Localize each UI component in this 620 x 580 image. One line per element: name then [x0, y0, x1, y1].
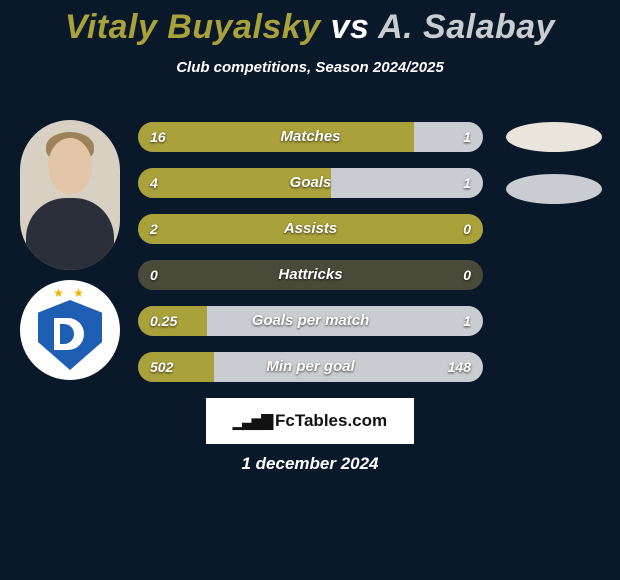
stat-row: Goals per match0.25 1 [138, 306, 483, 336]
stat-value-p2: 148 [448, 352, 471, 382]
chart-icon: ▁▃▅▇ [233, 412, 271, 430]
title-player1: Vitaly Buyalsky [65, 8, 321, 46]
title-player2: A. Salabay [378, 8, 555, 46]
footer-date: 1 december 2024 [0, 454, 620, 474]
stat-row: Goals4 1 [138, 168, 483, 198]
player1-photo [20, 120, 120, 270]
stat-value-p2: 0 [463, 214, 471, 244]
stat-value-p1: 4 [150, 168, 158, 198]
stat-value-p2: 1 [463, 122, 471, 152]
stat-value-p2: 1 [463, 168, 471, 198]
title-vs: vs [331, 8, 370, 46]
stat-value-p1: 502 [150, 352, 173, 382]
player2-club-placeholder [506, 174, 602, 204]
stat-label: Goals [138, 168, 483, 198]
stat-value-p1: 0.25 [150, 306, 177, 336]
player1-club-badge: ★ ★ [20, 280, 120, 380]
page-title: Vitaly Buyalsky vs A. Salabay [0, 0, 620, 47]
stat-label: Matches [138, 122, 483, 152]
stat-row: Matches16 1 [138, 122, 483, 152]
stat-label: Assists [138, 214, 483, 244]
player2-column [506, 122, 602, 226]
club-stars-icon: ★ ★ [20, 286, 120, 300]
stat-value-p1: 16 [150, 122, 166, 152]
brand-text: FcTables.com [275, 411, 387, 431]
stat-label: Min per goal [138, 352, 483, 382]
stat-row: Min per goal502 148 [138, 352, 483, 382]
stat-value-p2: 0 [463, 260, 471, 290]
brand-badge: ▁▃▅▇ FcTables.com [206, 398, 414, 444]
subtitle: Club competitions, Season 2024/2025 [0, 59, 620, 76]
stat-value-p1: 2 [150, 214, 158, 244]
player1-column: ★ ★ [10, 120, 130, 380]
stats-chart: Matches161Goals41Assists20Hattricks00Goa… [138, 122, 483, 398]
stat-label: Hattricks [138, 260, 483, 290]
stat-row: Hattricks0 0 [138, 260, 483, 290]
player2-photo-placeholder [506, 122, 602, 152]
stat-value-p2: 1 [463, 306, 471, 336]
stat-label: Goals per match [138, 306, 483, 336]
stat-row: Assists2 0 [138, 214, 483, 244]
stat-value-p1: 0 [150, 260, 158, 290]
